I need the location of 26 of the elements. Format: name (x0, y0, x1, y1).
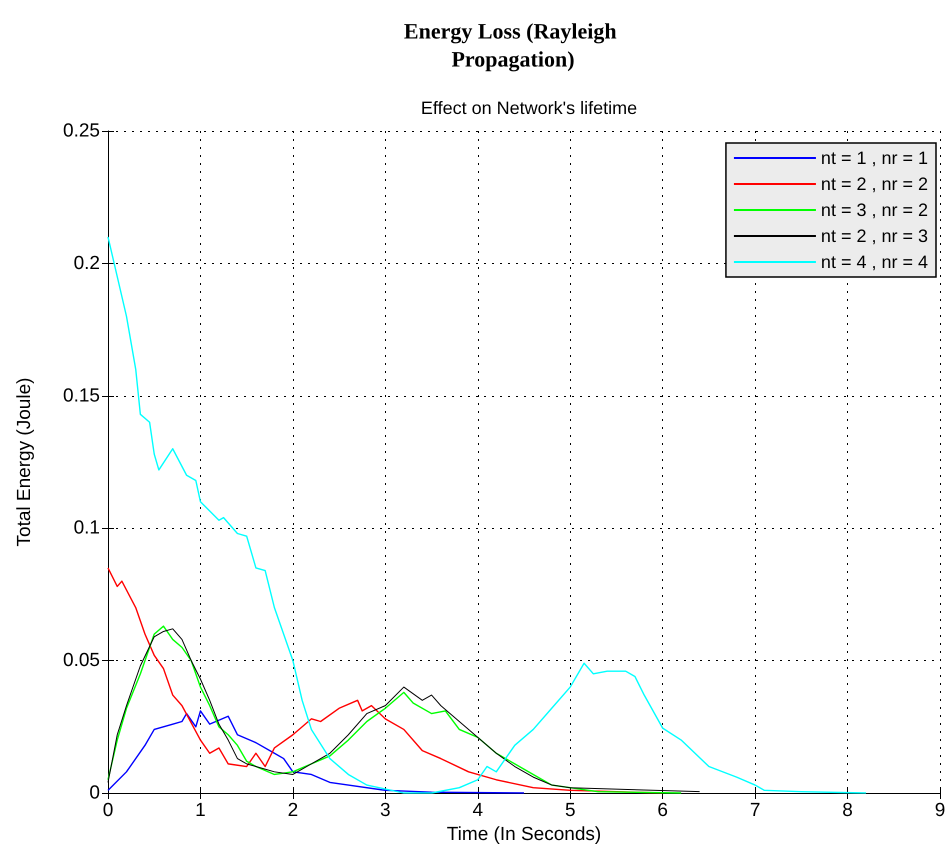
x-tick-label: 2 (288, 800, 298, 821)
x-tick-label: 8 (842, 800, 853, 821)
y-tick-label: 0.1 (74, 518, 100, 539)
line-series (107, 710, 525, 794)
x-tick-label: 6 (657, 800, 668, 821)
legend-label: nt = 2 , nr = 3 (820, 226, 928, 246)
chart-title: Energy Loss (Rayleigh Propagation) (404, 18, 622, 72)
x-tick-label: 5 (564, 800, 576, 821)
x-tick-label: 4 (472, 800, 484, 821)
x-tick-label: 9 (934, 800, 946, 821)
chart-subtitle: Effect on Network's lifetime (420, 98, 638, 118)
legend-label: nt = 1 , nr = 1 (820, 148, 928, 168)
y-tick-label: 0 (89, 782, 100, 804)
legend-label: nt = 2 , nr = 2 (820, 174, 928, 194)
y-tick-label: 0.15 (63, 385, 100, 406)
legend-label: nt = 3 , nr = 2 (820, 200, 928, 220)
y-axis-title: Total Energy (Joule) (14, 378, 35, 546)
y-tick-label: 0.25 (63, 120, 100, 142)
y-tick-label: 0.05 (63, 650, 100, 672)
x-tick-label: 0 (102, 800, 114, 821)
x-tick-label: 1 (195, 800, 206, 821)
x-axis-title: Time (In Seconds) (446, 824, 602, 845)
legend-label: nt = 4 , nr = 4 (820, 252, 928, 272)
x-tick-label: 3 (380, 800, 391, 821)
y-tick-label: 0.2 (74, 252, 100, 274)
x-tick-label: 7 (750, 800, 760, 821)
